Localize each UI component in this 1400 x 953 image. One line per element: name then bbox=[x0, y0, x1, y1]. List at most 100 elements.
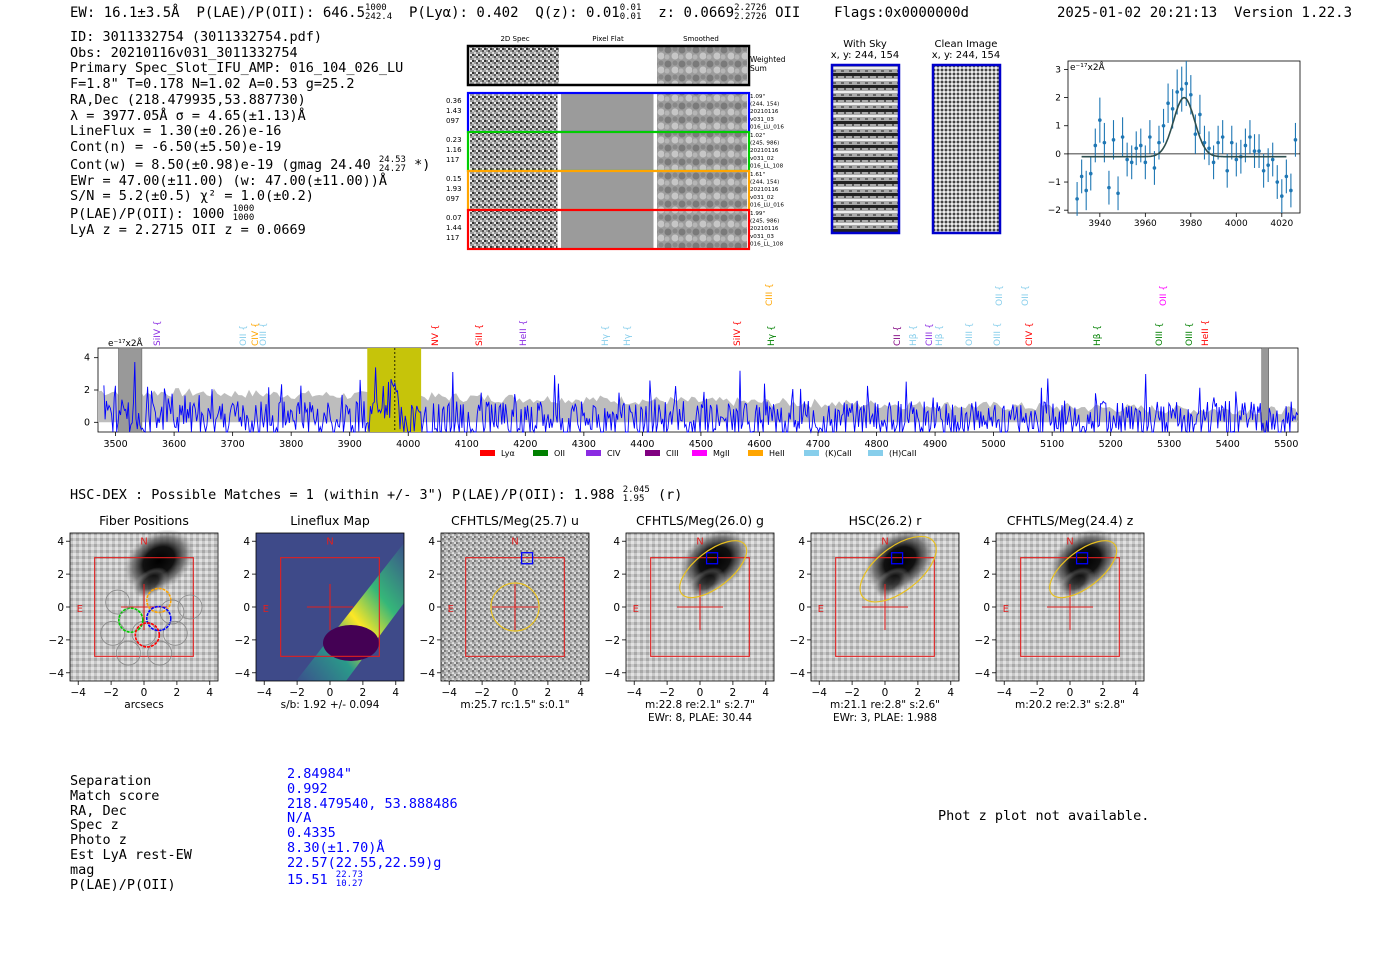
cutout-xtick-label: 4 bbox=[947, 687, 954, 699]
fiber-row-2d bbox=[470, 172, 559, 209]
zoom-point bbox=[1125, 157, 1129, 162]
cutout-ytick-label: 0 bbox=[243, 602, 250, 614]
cutout-xtick-label: 0 bbox=[882, 687, 889, 699]
fiber-row-right-label: 20210116 bbox=[750, 187, 779, 193]
full-ytick-label: 4 bbox=[84, 353, 90, 364]
zoom-point bbox=[1211, 160, 1216, 165]
spectral-line-label: OII { bbox=[239, 325, 249, 346]
header-z-line: OII bbox=[775, 5, 801, 21]
cutout-aperture-ellipse bbox=[490, 582, 540, 632]
spectral-line-label: CIV { bbox=[251, 322, 261, 346]
zoom-point bbox=[1189, 92, 1193, 97]
cutout-counterpart-box bbox=[1075, 552, 1089, 565]
cutout-ytick-label: 2 bbox=[798, 569, 805, 581]
zoom-point bbox=[1084, 188, 1088, 193]
full-data bbox=[98, 347, 1298, 434]
cutout-east-label: E bbox=[818, 604, 824, 615]
cutout-ytick-label: 2 bbox=[243, 569, 250, 581]
match-label-4: Photo z bbox=[70, 832, 127, 849]
header-version: Version 1.22.3 bbox=[1234, 5, 1353, 21]
cutout-xtick-label: 4 bbox=[577, 687, 584, 699]
fiber-row-right-label: v031_03 bbox=[750, 117, 774, 123]
info-plae-text: P(LAE)/P(OII): 1000 bbox=[70, 206, 225, 223]
cutout-xlabel: m:21.1 re:2.8" s:2.6" bbox=[830, 699, 940, 711]
spectral-line-label: OIII { bbox=[1155, 322, 1165, 346]
fiber-row-2d bbox=[470, 133, 559, 170]
full-xtick-label: 5100 bbox=[1040, 439, 1064, 450]
with-sky-frame bbox=[830, 63, 901, 235]
info-plae-bounds: 1000 1000 bbox=[233, 205, 255, 223]
zoom-point bbox=[1179, 87, 1184, 91]
zoom-point bbox=[1116, 191, 1120, 196]
full-xtick-label: 4300 bbox=[572, 439, 596, 450]
fiber-row-right-label: 016_LL_108 bbox=[750, 163, 784, 169]
zoom-point bbox=[1289, 188, 1293, 193]
weighted-flat bbox=[559, 47, 657, 84]
full-xtick-label: 5500 bbox=[1274, 439, 1298, 450]
fiber-position-circle bbox=[159, 599, 185, 625]
hsc-plae-lo: 1.95 bbox=[622, 494, 645, 504]
full-xtick-label: 4700 bbox=[806, 439, 830, 450]
zoom-point bbox=[1220, 135, 1225, 139]
clean-xy: x, y: 244, 154 bbox=[932, 50, 1001, 61]
col-smooth-label: Smoothed bbox=[683, 35, 719, 43]
zoom-point bbox=[1079, 174, 1084, 179]
spectral-line-label: Hβ { bbox=[935, 325, 945, 346]
match-label-2: RA, Dec bbox=[70, 802, 127, 819]
zoom-point bbox=[1184, 81, 1189, 86]
cutout-counterpart-box bbox=[890, 552, 904, 565]
weighted-label: Weighted bbox=[750, 55, 786, 64]
spectral-line-label: Hγ { bbox=[601, 325, 611, 346]
header-meta: 2025-01-02 20:21:13 Version 1.22.3 bbox=[1057, 5, 1352, 21]
info-contw-hi: 24.53 bbox=[378, 154, 406, 165]
cutout-xtick-label: 2 bbox=[360, 687, 367, 699]
zoom-point bbox=[1098, 118, 1102, 122]
zoom-point bbox=[1225, 168, 1230, 173]
fiber-row-right-label: 20210116 bbox=[750, 148, 779, 154]
match-label-6: mag bbox=[70, 861, 95, 878]
spectral-line-label: Hβ { bbox=[1093, 325, 1103, 346]
full-xtick-label: 5200 bbox=[1099, 439, 1123, 450]
fiber-row-left-label: 097 bbox=[446, 195, 459, 203]
zoom-point bbox=[1198, 112, 1202, 117]
header-flags: Flags:0x0000000d bbox=[834, 5, 969, 21]
cutout-counterpart-box bbox=[520, 552, 534, 565]
cutout-xtick-label: −2 bbox=[103, 687, 118, 699]
fiber-row-left-label: 117 bbox=[446, 156, 459, 164]
cutout-ytick-label: −2 bbox=[235, 635, 250, 647]
spectral-line-label: OII { bbox=[1021, 285, 1031, 306]
fiber-row-right-label: 016_LU_016 bbox=[750, 202, 784, 208]
full-xtick-label: 4200 bbox=[513, 439, 537, 450]
cutout-east-label: E bbox=[263, 604, 269, 615]
info-ewr: EWr = 47.00(±11.00) (w: 47.00(±11.00))Å bbox=[70, 172, 387, 189]
cutout-lineflux-band bbox=[296, 543, 404, 681]
full-flux-series bbox=[103, 361, 1298, 434]
with-sky-xy: x, y: 244, 154 bbox=[831, 50, 900, 61]
zoom-ytick-label: 1 bbox=[1055, 122, 1061, 132]
clean-image bbox=[933, 65, 1000, 233]
cutout-xtick-label: 2 bbox=[545, 687, 552, 699]
cutout-ytick-label: 4 bbox=[57, 536, 64, 548]
hsc-title: HSC-DEX : Possible Matches = 1 (within +… bbox=[70, 486, 682, 504]
cutout-aperture-box bbox=[280, 557, 380, 657]
spectral-line-label: SiII { bbox=[475, 324, 485, 346]
cutout-ytick-label: 4 bbox=[613, 536, 620, 548]
fiber-row-right-label: v031_03 bbox=[750, 234, 774, 240]
cutout-ytick-label: 4 bbox=[983, 536, 990, 548]
match-value-6: 22.57(22.55,22.59)g bbox=[287, 854, 442, 871]
header-qz: Q(z): 0.01 bbox=[535, 5, 620, 21]
clean-frame bbox=[931, 63, 1002, 235]
info-contn: Cont(n) = -6.50(±5.50)e-19 bbox=[70, 138, 282, 155]
fiber-row-right-label: 20210116 bbox=[750, 109, 779, 115]
full-xtick-label: 5400 bbox=[1216, 439, 1240, 450]
cutout-xtick-label: 2 bbox=[174, 687, 181, 699]
zoom-point bbox=[1216, 140, 1220, 145]
cutout-ytick-label: −4 bbox=[420, 668, 436, 680]
legend-label: Lyα bbox=[501, 449, 515, 458]
full-xtick-label: 3600 bbox=[162, 439, 186, 450]
cutout-ytick-label: 0 bbox=[57, 602, 64, 614]
fiber-row-right-label: 20210116 bbox=[750, 226, 779, 232]
cutout-xlabel: s/b: 1.92 +/- 0.094 bbox=[281, 699, 380, 711]
match-label-7: P(LAE)/P(OII) bbox=[70, 876, 176, 893]
